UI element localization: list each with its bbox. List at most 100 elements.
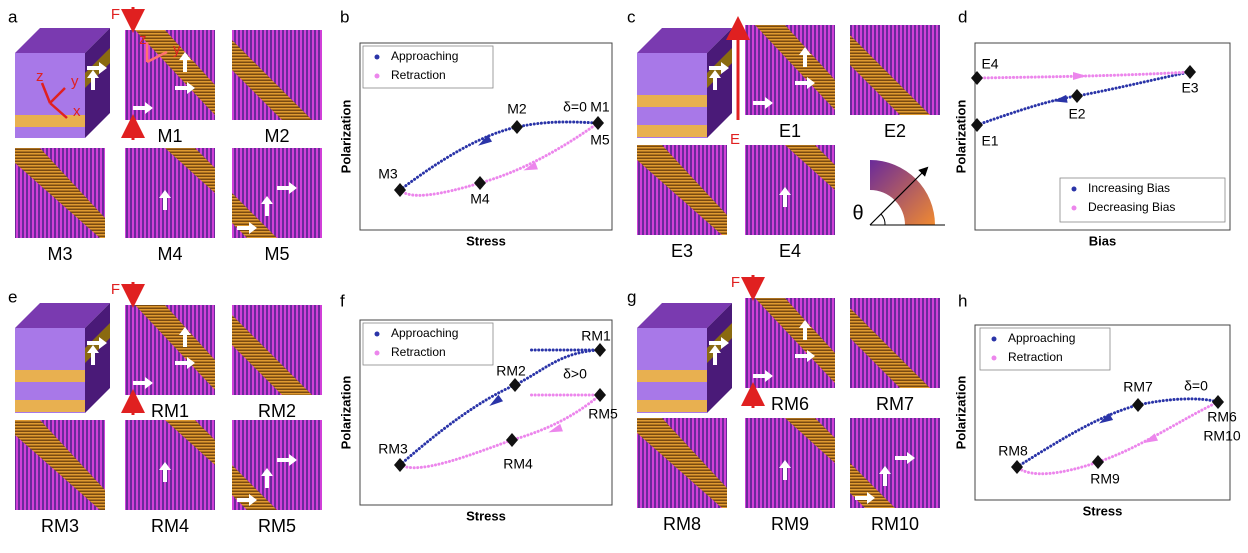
- state-marker: [1011, 460, 1023, 474]
- legend-text: Increasing Bias: [1088, 181, 1170, 195]
- domain-tile: [232, 148, 322, 238]
- legend-marker: [375, 55, 380, 60]
- state-marker: [594, 388, 606, 402]
- cube-layer: [15, 400, 85, 412]
- page: {"panels":[ {"letter":"a","force_label":…: [0, 0, 1248, 548]
- legend-text: Approaching: [391, 49, 458, 63]
- cube: [15, 28, 110, 138]
- delta-label: δ=0: [563, 99, 587, 115]
- legend-marker: [375, 332, 380, 337]
- state-marker: [394, 183, 406, 197]
- curve-backward: [400, 395, 600, 468]
- axis-name: x: [73, 103, 81, 120]
- state-marker: [971, 118, 983, 132]
- tile-label: E2: [884, 121, 906, 141]
- domain-tile: [232, 305, 322, 395]
- state-marker: [592, 116, 604, 130]
- panel-letter: c: [627, 7, 636, 26]
- angle-arc: [881, 214, 885, 225]
- legend-marker: [375, 74, 380, 79]
- curve-backward: [400, 123, 598, 195]
- state-marker: [1184, 65, 1196, 79]
- cube-layer: [637, 125, 707, 137]
- domain-tile: [745, 418, 835, 508]
- panel-letter: d: [958, 7, 967, 26]
- state-label: M5: [590, 132, 610, 148]
- domain-tile: [125, 305, 215, 395]
- legend-marker: [375, 351, 380, 356]
- state-marker: [594, 343, 606, 357]
- panel-letter: b: [340, 7, 349, 26]
- domain-tile: [637, 145, 727, 235]
- domain-tile: [125, 420, 215, 510]
- force-label: F: [731, 274, 740, 291]
- curve-forward: [400, 122, 598, 190]
- y-axis-label: Polarization: [953, 100, 968, 174]
- state-label: RM5: [588, 406, 618, 422]
- legend-marker: [992, 356, 997, 361]
- domain-tile: [745, 298, 835, 388]
- state-label: RM10: [1203, 428, 1241, 444]
- tile-label: M5: [264, 244, 289, 264]
- tile-label: RM9: [771, 514, 809, 534]
- state-label: M4: [470, 191, 490, 207]
- legend-marker: [992, 337, 997, 342]
- cube-layer: [637, 370, 707, 382]
- legend-text: Retraction: [391, 345, 446, 359]
- state-label: RM4: [503, 456, 533, 472]
- domain-tile: [232, 420, 322, 510]
- domain-tile: [850, 418, 940, 508]
- state-label: M1: [590, 99, 610, 115]
- axis-name: z: [36, 68, 44, 85]
- domain-tile: [637, 418, 727, 508]
- domain-tile: [850, 298, 940, 388]
- cube-layer: [15, 370, 85, 382]
- state-label: RM3: [378, 441, 408, 457]
- domain-tile: [125, 148, 215, 238]
- state-marker: [1071, 89, 1083, 103]
- delta-label: δ>0: [563, 366, 587, 382]
- state-label: RM6: [1207, 409, 1237, 425]
- figure: abcdefghM1M2M3M4M5FzyxzyE1E2E3E4EθRM1RM2…: [0, 0, 1248, 548]
- state-marker: [1132, 398, 1144, 412]
- axis-name: z: [139, 31, 147, 48]
- legend-text: Approaching: [391, 326, 458, 340]
- tile-label: RM2: [258, 401, 296, 421]
- tile-label: M2: [264, 126, 289, 146]
- tile-label: RM1: [151, 401, 189, 421]
- state-marker: [971, 71, 983, 85]
- panel-letter: a: [8, 7, 18, 26]
- force-label: F: [111, 6, 120, 23]
- panel-letter: g: [627, 287, 636, 306]
- state-label: RM7: [1123, 379, 1153, 395]
- state-label: E1: [981, 133, 998, 149]
- force-label: F: [111, 281, 120, 298]
- domain-tile: [232, 30, 322, 120]
- state-marker: [511, 120, 523, 134]
- tile-label: RM5: [258, 516, 296, 536]
- curve-arrow: [1073, 72, 1087, 80]
- domain-tile: [15, 420, 105, 510]
- panel-letter: h: [958, 291, 967, 310]
- x-axis-label: Stress: [1083, 503, 1123, 518]
- domain-tile: [850, 25, 940, 115]
- state-marker: [506, 433, 518, 447]
- domain-tile: [745, 25, 835, 115]
- cube-layer: [637, 95, 707, 107]
- legend-text: Approaching: [1008, 331, 1075, 345]
- tile-label: RM10: [871, 514, 919, 534]
- tile-label: E4: [779, 241, 801, 261]
- tile-label: M1: [157, 126, 182, 146]
- state-marker: [474, 176, 486, 190]
- state-label: E4: [981, 56, 998, 72]
- tile-label: E3: [671, 241, 693, 261]
- panel-letter: e: [8, 287, 17, 306]
- state-label: E2: [1068, 106, 1085, 122]
- tile-label: RM3: [41, 516, 79, 536]
- legend-text: Retraction: [391, 68, 446, 82]
- cube: [15, 303, 110, 413]
- tile-label: RM4: [151, 516, 189, 536]
- state-label: RM9: [1090, 471, 1120, 487]
- delta-label: δ=0: [1184, 378, 1208, 394]
- domain-tile: [745, 145, 835, 235]
